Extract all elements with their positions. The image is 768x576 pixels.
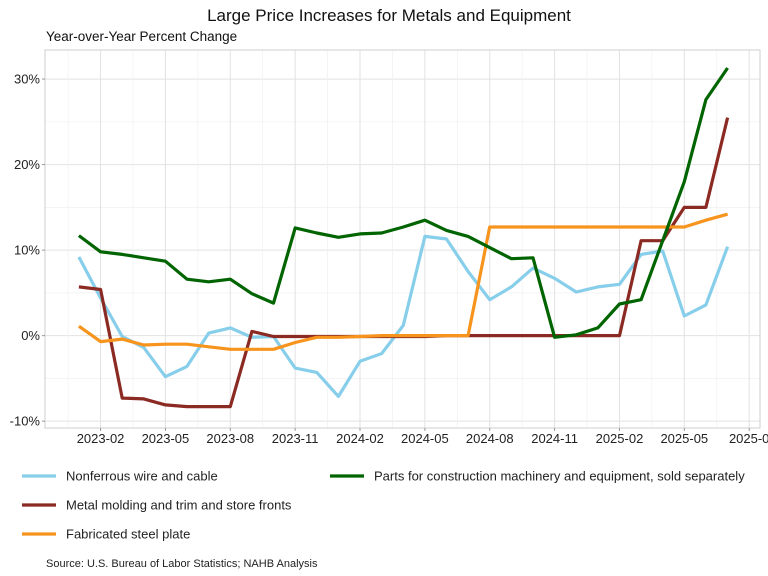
- plot-panel-border: [44, 49, 761, 429]
- y-tick-label: 0%: [21, 328, 40, 343]
- x-tick-label: 2024-05: [401, 431, 449, 446]
- y-tick-label: 30%: [14, 72, 40, 87]
- series-line-2: [77, 212, 729, 351]
- x-axis: 2023-02 2023-05 2023-08 2023-11 2024-02 2024-…: [77, 428, 768, 446]
- chart-title: Large Price Increases for Metals and Equ…: [207, 6, 571, 25]
- legend-label: Fabricated steel plate: [66, 527, 190, 542]
- x-tick-label: 2024-02: [336, 431, 384, 446]
- y-axis: -10% 0% 10% 20% 30%: [10, 72, 45, 429]
- y-tick-label: 20%: [14, 157, 40, 172]
- source-note: Source: U.S. Bureau of Labor Statistics;…: [46, 558, 318, 570]
- legend: Nonferrous wire and cable Metal molding a…: [22, 469, 745, 542]
- legend-label: Nonferrous wire and cable: [66, 469, 218, 484]
- series-lines: [77, 67, 730, 409]
- x-tick-label: 2025-05: [660, 431, 708, 446]
- x-tick-label: 2024-11: [531, 431, 578, 446]
- x-tick-label: 2023-11: [272, 431, 319, 446]
- series-line-0: [77, 234, 730, 398]
- gridlines: [45, 50, 760, 428]
- legend-label: Metal molding and trim and store fronts: [66, 498, 292, 513]
- x-tick-label: 2025-02: [596, 431, 644, 446]
- x-tick-label: 2023-02: [77, 431, 125, 446]
- x-tick-label: 2023-05: [142, 431, 190, 446]
- y-tick-label: -10%: [10, 414, 41, 429]
- x-tick-label: 2023-08: [206, 431, 254, 446]
- x-tick-label: 2024-08: [466, 431, 514, 446]
- x-tick-label: 2025-0: [729, 431, 768, 446]
- chart-subtitle: Year-over-Year Percent Change: [46, 29, 237, 44]
- series-line-3: [77, 67, 729, 339]
- series-line-1: [78, 117, 730, 409]
- y-tick-label: 10%: [14, 243, 40, 258]
- legend-label: Parts for construction machinery and equ…: [374, 469, 745, 484]
